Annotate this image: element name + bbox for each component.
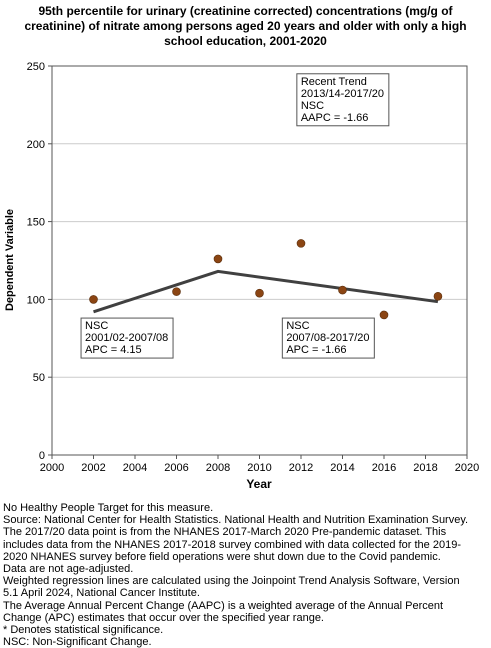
x-tick-label: 2016 xyxy=(372,462,396,474)
annotation-text: APC = 4.15 xyxy=(85,344,142,356)
trend-line xyxy=(93,269,439,314)
footnote-line: NSC: Non-Significant Change. xyxy=(3,636,152,648)
y-tick-label: 250 xyxy=(27,61,45,73)
chart-title-line: 95th percentile for urinary (creatinine … xyxy=(38,4,453,18)
tick-layer: 0 50 100 150 200 250 2000 2002 2004 2006 2008 2010 2… xyxy=(27,61,480,474)
data-point xyxy=(213,254,223,264)
annotation-text: APC = -1.66 xyxy=(286,344,346,356)
data-point xyxy=(296,239,306,248)
x-axis-label: Year xyxy=(246,477,272,491)
annotation-text: NSC xyxy=(85,320,108,332)
y-tick-label: 100 xyxy=(27,294,45,306)
trend-layer xyxy=(93,269,439,314)
x-tick-label: 2000 xyxy=(40,462,64,474)
annotation-text: NSC xyxy=(301,100,324,112)
footnote-line: Source: National Center for Health Stati… xyxy=(3,514,469,527)
chart-title-line: school education, 2001-2020 xyxy=(164,34,327,48)
footnote-line: 5.1 April 2024, National Cancer Institut… xyxy=(3,587,200,600)
chart-title: 95th percentile for urinary (creatinine … xyxy=(0,4,491,49)
data-point xyxy=(172,287,181,296)
footnote-line: The 2017/20 data point is from the NHANE… xyxy=(3,526,447,539)
x-tick-label: 2014 xyxy=(330,462,354,474)
x-tick-label: 2020 xyxy=(455,462,479,474)
annotation-text: 2007/08-2017/20 xyxy=(286,332,369,344)
data-point xyxy=(338,285,347,295)
annotation-text: Recent Trend xyxy=(301,76,367,88)
footnote-line: The Average Annual Percent Change (AAPC)… xyxy=(3,599,444,612)
footnote-line: includes data from the NHANES 2017-2018 … xyxy=(3,538,461,551)
data-point xyxy=(255,288,264,298)
x-tick-label: 2010 xyxy=(247,462,271,474)
annotation-text: AAPC = -1.66 xyxy=(301,112,369,124)
y-tick-label: 200 xyxy=(27,139,45,151)
grid-layer xyxy=(52,143,467,378)
data-point xyxy=(379,310,389,320)
annotation-box xyxy=(296,73,390,127)
data-point xyxy=(89,295,98,304)
footnote-line: Weighted regression lines are calculated… xyxy=(3,575,460,588)
annotation-box xyxy=(281,317,375,359)
annotation-text: 2001/02-2007/08 xyxy=(85,332,168,344)
y-tick-label: 0 xyxy=(39,450,45,462)
chart: 0 50 100 150 200 250 2000 2002 2004 2006 2008 2010 2… xyxy=(4,61,480,491)
annotation-text: NSC xyxy=(286,320,309,332)
plot-frame xyxy=(51,65,468,456)
annotation-box xyxy=(80,317,174,359)
x-tick-label: 2012 xyxy=(289,462,313,474)
point-layer xyxy=(89,239,443,320)
footnote-line: 2020 NHANES survey before field operatio… xyxy=(3,550,441,563)
x-tick-label: 2018 xyxy=(413,462,437,474)
footnote-line: * Denotes statistical significance. xyxy=(3,624,164,637)
data-point xyxy=(433,291,443,301)
y-tick-label: 50 xyxy=(33,372,45,384)
x-tick-label: 2008 xyxy=(206,462,230,474)
footnote-line: Change (APC) estimates that occur over t… xyxy=(3,611,324,624)
footnote-line: Data are not age-adjusted. xyxy=(3,563,134,576)
y-axis-label: Dependent Variable xyxy=(4,209,16,311)
x-tick-label: 2002 xyxy=(81,462,105,474)
x-tick-label: 2006 xyxy=(164,462,188,474)
annotation-text: 2013/14-2017/20 xyxy=(301,88,384,100)
footnotes: No Healthy People Target for this measur… xyxy=(3,502,489,648)
footnote-line: No Healthy People Target for this measur… xyxy=(3,502,214,514)
chart-title-line: creatinine) of nitrate among persons age… xyxy=(24,19,467,33)
y-tick-label: 150 xyxy=(27,217,45,229)
x-tick-label: 2004 xyxy=(123,462,147,474)
